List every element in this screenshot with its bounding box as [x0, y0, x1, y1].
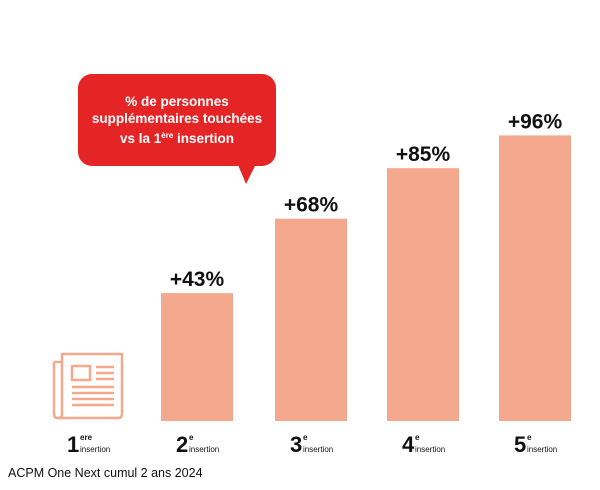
category-suffix-3: e [303, 433, 308, 442]
callout-line-1: % de personnes [125, 94, 229, 109]
category-number-3: 3 [290, 432, 302, 457]
category-suffix-2: e [189, 433, 194, 442]
category-number-1: 1 [67, 432, 79, 457]
category-suffix-5: e [527, 433, 532, 442]
category-word-3: insertion [303, 445, 333, 454]
category-suffix-4: e [415, 433, 420, 442]
category-label-2: 2 e insertion [176, 432, 219, 457]
bar-2 [161, 293, 233, 421]
value-label-3: +68% [284, 194, 339, 217]
category-suffix-1: ere [80, 433, 93, 442]
category-word-1: insertion [80, 445, 110, 454]
value-label-5: +96% [508, 110, 563, 133]
callout-bubble: % de personnes supplémentaires touchées … [78, 74, 276, 166]
category-word-2: insertion [189, 445, 219, 454]
category-label-1: 1 ere insertion [67, 432, 110, 457]
category-label-4: 4 e insertion [402, 432, 445, 457]
category-number-4: 4 [402, 432, 415, 457]
newspaper-icon [52, 350, 124, 425]
callout-tail [236, 160, 258, 184]
callout-line-3: vs la 1ère insertion [119, 131, 235, 146]
category-word-4: insertion [415, 445, 445, 454]
category-word-5: insertion [527, 445, 557, 454]
callout-line-2: supplémentaires touchées [91, 111, 263, 126]
category-label-3: 3 e insertion [290, 432, 333, 457]
bar-3 [275, 218, 347, 421]
value-label-4: +85% [396, 143, 451, 166]
bar-4 [387, 168, 459, 421]
bar-5 [499, 135, 571, 421]
category-label-5: 5 e insertion [514, 432, 557, 457]
category-number-5: 5 [514, 432, 526, 457]
category-number-2: 2 [176, 432, 188, 457]
source-note: ACPM One Next cumul 2 ans 2024 [8, 466, 203, 480]
value-label-2: +43% [170, 268, 225, 291]
